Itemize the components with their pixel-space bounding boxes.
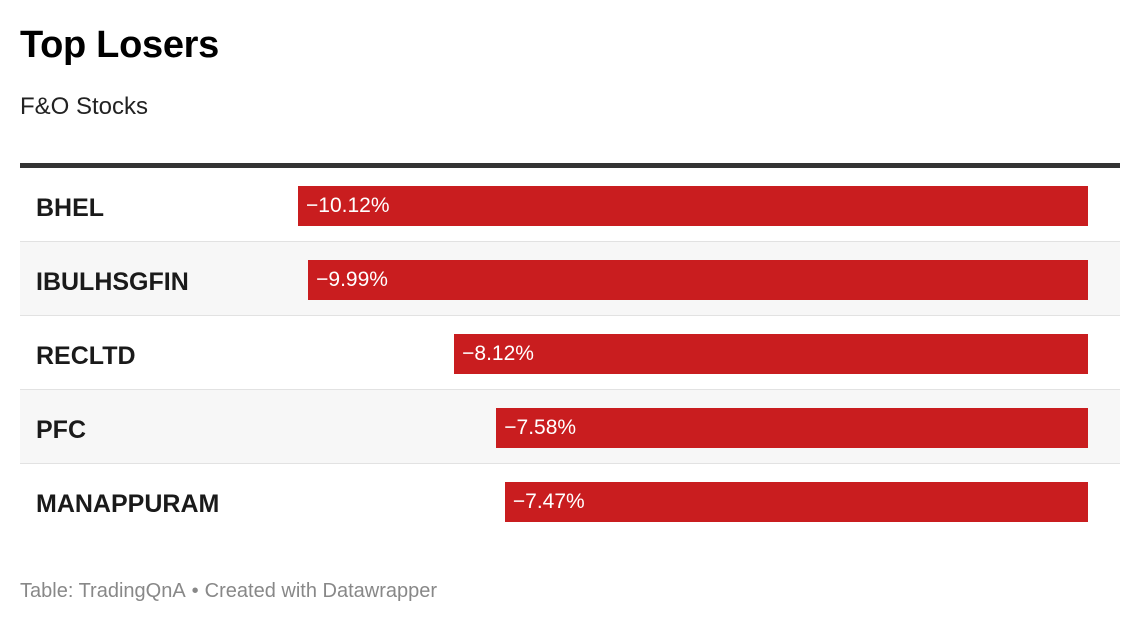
bar: −10.12% (298, 186, 1088, 226)
bar-track: −7.58% (298, 408, 1088, 448)
credit-text: Created with Datawrapper (204, 580, 438, 602)
bar: −8.12% (454, 334, 1088, 374)
row-label: BHEL (36, 194, 105, 222)
row-label: PFC (36, 416, 86, 444)
table-row: MANAPPURAM −7.47% (20, 464, 1120, 537)
bar-track: −9.99% (298, 260, 1088, 300)
footer: Table: TradingQnA • Created with Datawrapp… (20, 578, 437, 604)
source-text: Table: TradingQnA (20, 580, 186, 602)
chart-title: Top Losers (20, 24, 219, 66)
row-label: RECLTD (36, 342, 136, 370)
bar: −7.47% (504, 482, 1088, 522)
chart-subtitle: F&O Stocks (20, 93, 149, 120)
bar-track: −10.12% (298, 186, 1088, 226)
footer-separator: • (191, 580, 199, 602)
table-row: BHEL −10.12% (20, 168, 1120, 242)
bar-track: −7.47% (298, 482, 1088, 522)
bar-value-label: −10.12% (306, 194, 390, 217)
bar-value-label: −9.99% (316, 268, 388, 291)
bar-table: BHEL −10.12% IBULHSGFIN −9.99% RECLTD −8.12% P… (20, 163, 1120, 537)
bar-track: −8.12% (298, 334, 1088, 374)
table-row: PFC −7.58% (20, 390, 1120, 464)
bar: −9.99% (308, 260, 1088, 300)
table-row: RECLTD −8.12% (20, 316, 1120, 390)
table-row: IBULHSGFIN −9.99% (20, 242, 1120, 316)
bar-value-label: −7.47% (512, 490, 585, 513)
row-label: MANAPPURAM (36, 490, 220, 518)
row-label: IBULHSGFIN (36, 268, 189, 296)
bar-value-label: −8.12% (462, 342, 534, 365)
bar: −7.58% (496, 408, 1088, 448)
bar-value-label: −7.58% (504, 416, 577, 439)
